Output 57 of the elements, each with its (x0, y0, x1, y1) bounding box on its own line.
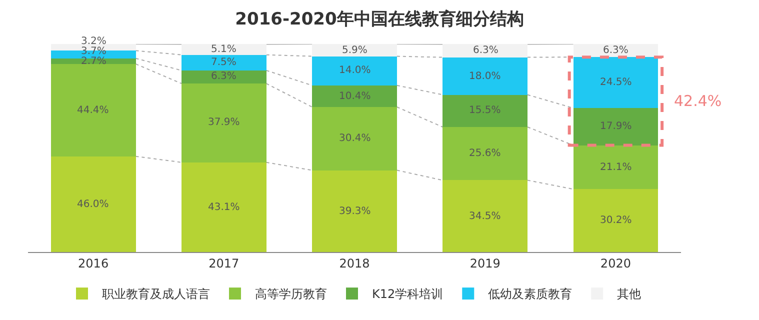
annotation: 42.4% (674, 92, 722, 110)
bar (181, 54, 266, 70)
legend-label: 高等学历教育 (255, 287, 327, 302)
data-label: 43.1% (208, 202, 240, 213)
bar (312, 170, 397, 252)
data-label: 5.9% (342, 45, 368, 56)
bar (181, 162, 266, 252)
data-label: 15.5% (469, 105, 501, 116)
data-label: 3.2% (81, 36, 106, 47)
data-label: 25.6% (469, 148, 501, 159)
bar (181, 84, 266, 162)
x-tick-label: 2020 (600, 256, 631, 270)
bar (50, 156, 136, 252)
data-label: 7.5% (211, 57, 236, 68)
legend-label: K12学科培训 (372, 287, 444, 302)
bar (442, 44, 528, 58)
data-label: 30.2% (600, 215, 632, 226)
legend-label: 其他 (617, 287, 642, 302)
bar (573, 57, 658, 108)
bar (312, 56, 397, 86)
data-label: 2.7% (81, 56, 106, 67)
data-label: 34.5% (469, 211, 501, 222)
bar (181, 44, 266, 55)
data-label: 10.4% (339, 91, 371, 102)
x-tick-label: 2016 (78, 256, 109, 270)
bar (442, 94, 528, 127)
bar (442, 57, 528, 95)
data-label: 44.4% (77, 105, 109, 116)
data-label: 14.0% (339, 65, 371, 76)
bar (312, 107, 397, 170)
data-label: 39.3% (339, 206, 371, 217)
bar (573, 189, 658, 252)
bar (573, 108, 658, 146)
bar (312, 85, 397, 108)
bar (442, 126, 528, 180)
data-label: 6.3% (603, 45, 628, 56)
chart-title: 2016-2020年中国在线教育细分结构 (235, 8, 524, 30)
data-label: 46.0% (77, 199, 109, 210)
data-label: 21.1% (600, 162, 632, 173)
data-label: 17.9% (600, 121, 632, 132)
x-tick-label: 2019 (470, 256, 500, 270)
x-tick-label: 2017 (208, 256, 240, 270)
legend-label: 职业教育及成人语言 (102, 287, 210, 302)
x-tick-label: 2018 (339, 256, 370, 270)
bar (442, 180, 528, 252)
data-label: 18.0% (469, 71, 501, 82)
legend-label: 低幼及素质教育 (488, 287, 572, 302)
bar (312, 44, 397, 56)
bar (181, 70, 266, 84)
bar (573, 145, 658, 190)
data-label: 6.3% (211, 71, 236, 82)
data-label: 5.1% (211, 44, 236, 55)
data-label: 24.5% (600, 77, 632, 88)
data-label: 30.4% (339, 133, 371, 144)
data-label: 37.9% (208, 117, 240, 128)
data-label: 6.3% (473, 45, 498, 56)
bar (50, 64, 136, 156)
